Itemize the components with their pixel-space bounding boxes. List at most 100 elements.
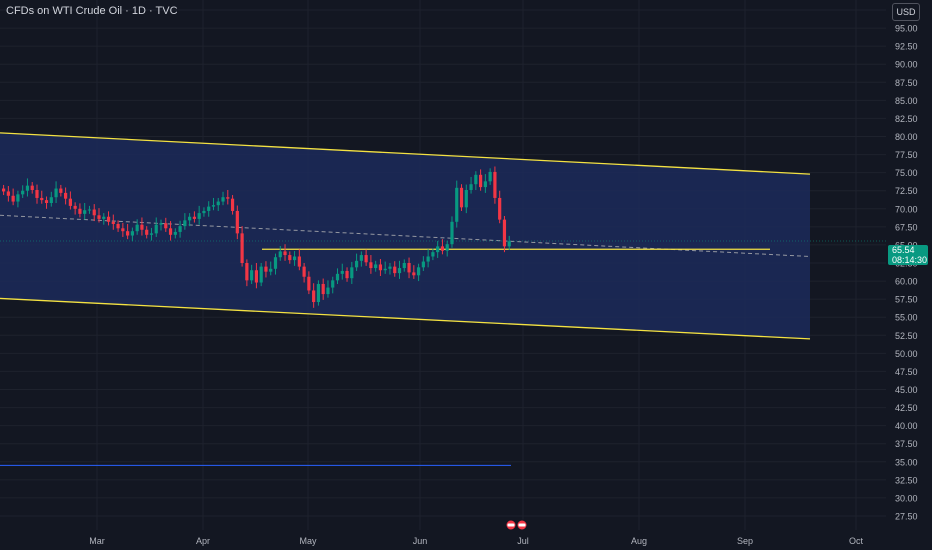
candle-body [421,261,425,268]
chart-title: CFDs on WTI Crude Oil · 1D · TVC [6,5,178,17]
x-axis-tick-label: May [299,536,317,546]
candle-body [49,197,53,204]
candle-body [164,223,168,229]
y-axis-tick-label: 95.00 [895,24,918,34]
candle-body [436,246,440,253]
candle-body [121,228,125,232]
candle-body [302,266,306,277]
y-axis-tick-label: 82.50 [895,114,918,124]
candle-body [340,270,344,274]
y-axis-tick-label: 80.00 [895,132,918,142]
candle-body [321,283,325,295]
currency-button[interactable]: USD [892,3,920,21]
candle-body [292,256,297,261]
candle-body [469,184,473,190]
event-marker-glyph [507,523,515,527]
candle-body [159,223,163,225]
y-axis-tick-label: 55.00 [895,313,918,323]
candle-body [431,252,435,257]
candle-body [154,224,158,234]
candle-body [326,287,330,295]
y-axis-tick-label: 57.50 [895,295,918,305]
y-axis-tick-label: 27.50 [895,512,918,522]
candle-body [83,210,87,214]
candle-body [383,268,387,271]
candle-body [440,246,445,251]
candle-body [226,197,230,199]
candle-body [288,255,292,261]
y-axis-tick-label: 52.50 [895,331,918,341]
candle-body [44,200,49,204]
candle-body [359,255,363,261]
y-axis-tick-label: 70.00 [895,204,918,214]
candle-body [97,215,101,219]
candle-body [207,206,211,211]
x-axis-tick-label: Sep [737,536,753,546]
candle-body [307,276,311,291]
candle-body [245,263,249,281]
candle-body [106,216,111,222]
x-axis-tick-label: Jun [413,536,428,546]
candle-body [364,255,368,263]
candle-body [145,229,149,235]
y-axis-tick-label: 67.50 [895,222,918,232]
candle-body [202,210,206,214]
y-axis-tick-label: 92.50 [895,42,918,52]
candle-body [335,273,340,281]
candle-body [464,189,468,208]
candle-body [211,205,216,207]
candle-body [40,197,44,201]
candle-body [54,188,58,198]
candle-body [393,266,397,274]
candle-body [479,174,483,188]
candle-body [87,209,92,211]
event-marker-glyph [518,523,526,527]
candle-body [354,260,359,268]
candle-body [507,241,511,247]
channel-lower-line[interactable] [0,297,811,340]
candle-body [126,231,130,236]
y-axis-tick-label: 75.00 [895,168,918,178]
candle-body [11,195,15,202]
candle-body [240,233,244,263]
candle-body [374,264,378,269]
candle-body [297,256,301,267]
candle-body [502,219,507,247]
y-axis-tick-label: 30.00 [895,493,918,503]
candle-body [130,231,134,236]
candle-body [474,174,478,185]
y-axis-tick-label: 45.00 [895,385,918,395]
candle-body [78,208,82,214]
candle-body [450,221,454,245]
y-axis-tick-label: 35.00 [895,457,918,467]
y-axis-tick-label: 90.00 [895,60,918,70]
candle-body [273,257,278,269]
candle-body [135,224,139,232]
candle-body [402,263,406,269]
candle-body [178,226,182,232]
candle-body [459,187,464,208]
candle-body [264,266,268,272]
candle-body [331,280,335,288]
y-axis-tick-label: 87.50 [895,78,918,88]
candle-body [149,233,154,235]
candle-body [397,268,402,274]
candle-body [235,210,239,234]
candle-body [254,270,259,283]
candle-body [188,216,192,221]
candle-body [111,221,115,224]
x-axis-tick-label: Jul [517,536,529,546]
y-axis-tick-label: 72.50 [895,186,918,196]
candle-body [6,191,10,196]
candle-body [73,205,77,209]
candle-body [269,268,273,272]
candle-body [416,267,421,276]
candle-body [426,256,430,262]
channel-upper-line[interactable] [0,132,811,175]
candle-body [192,216,196,219]
x-axis-tick-label: Aug [631,536,647,546]
y-axis-tick-label: 60.00 [895,277,918,287]
candle-body [345,270,349,279]
